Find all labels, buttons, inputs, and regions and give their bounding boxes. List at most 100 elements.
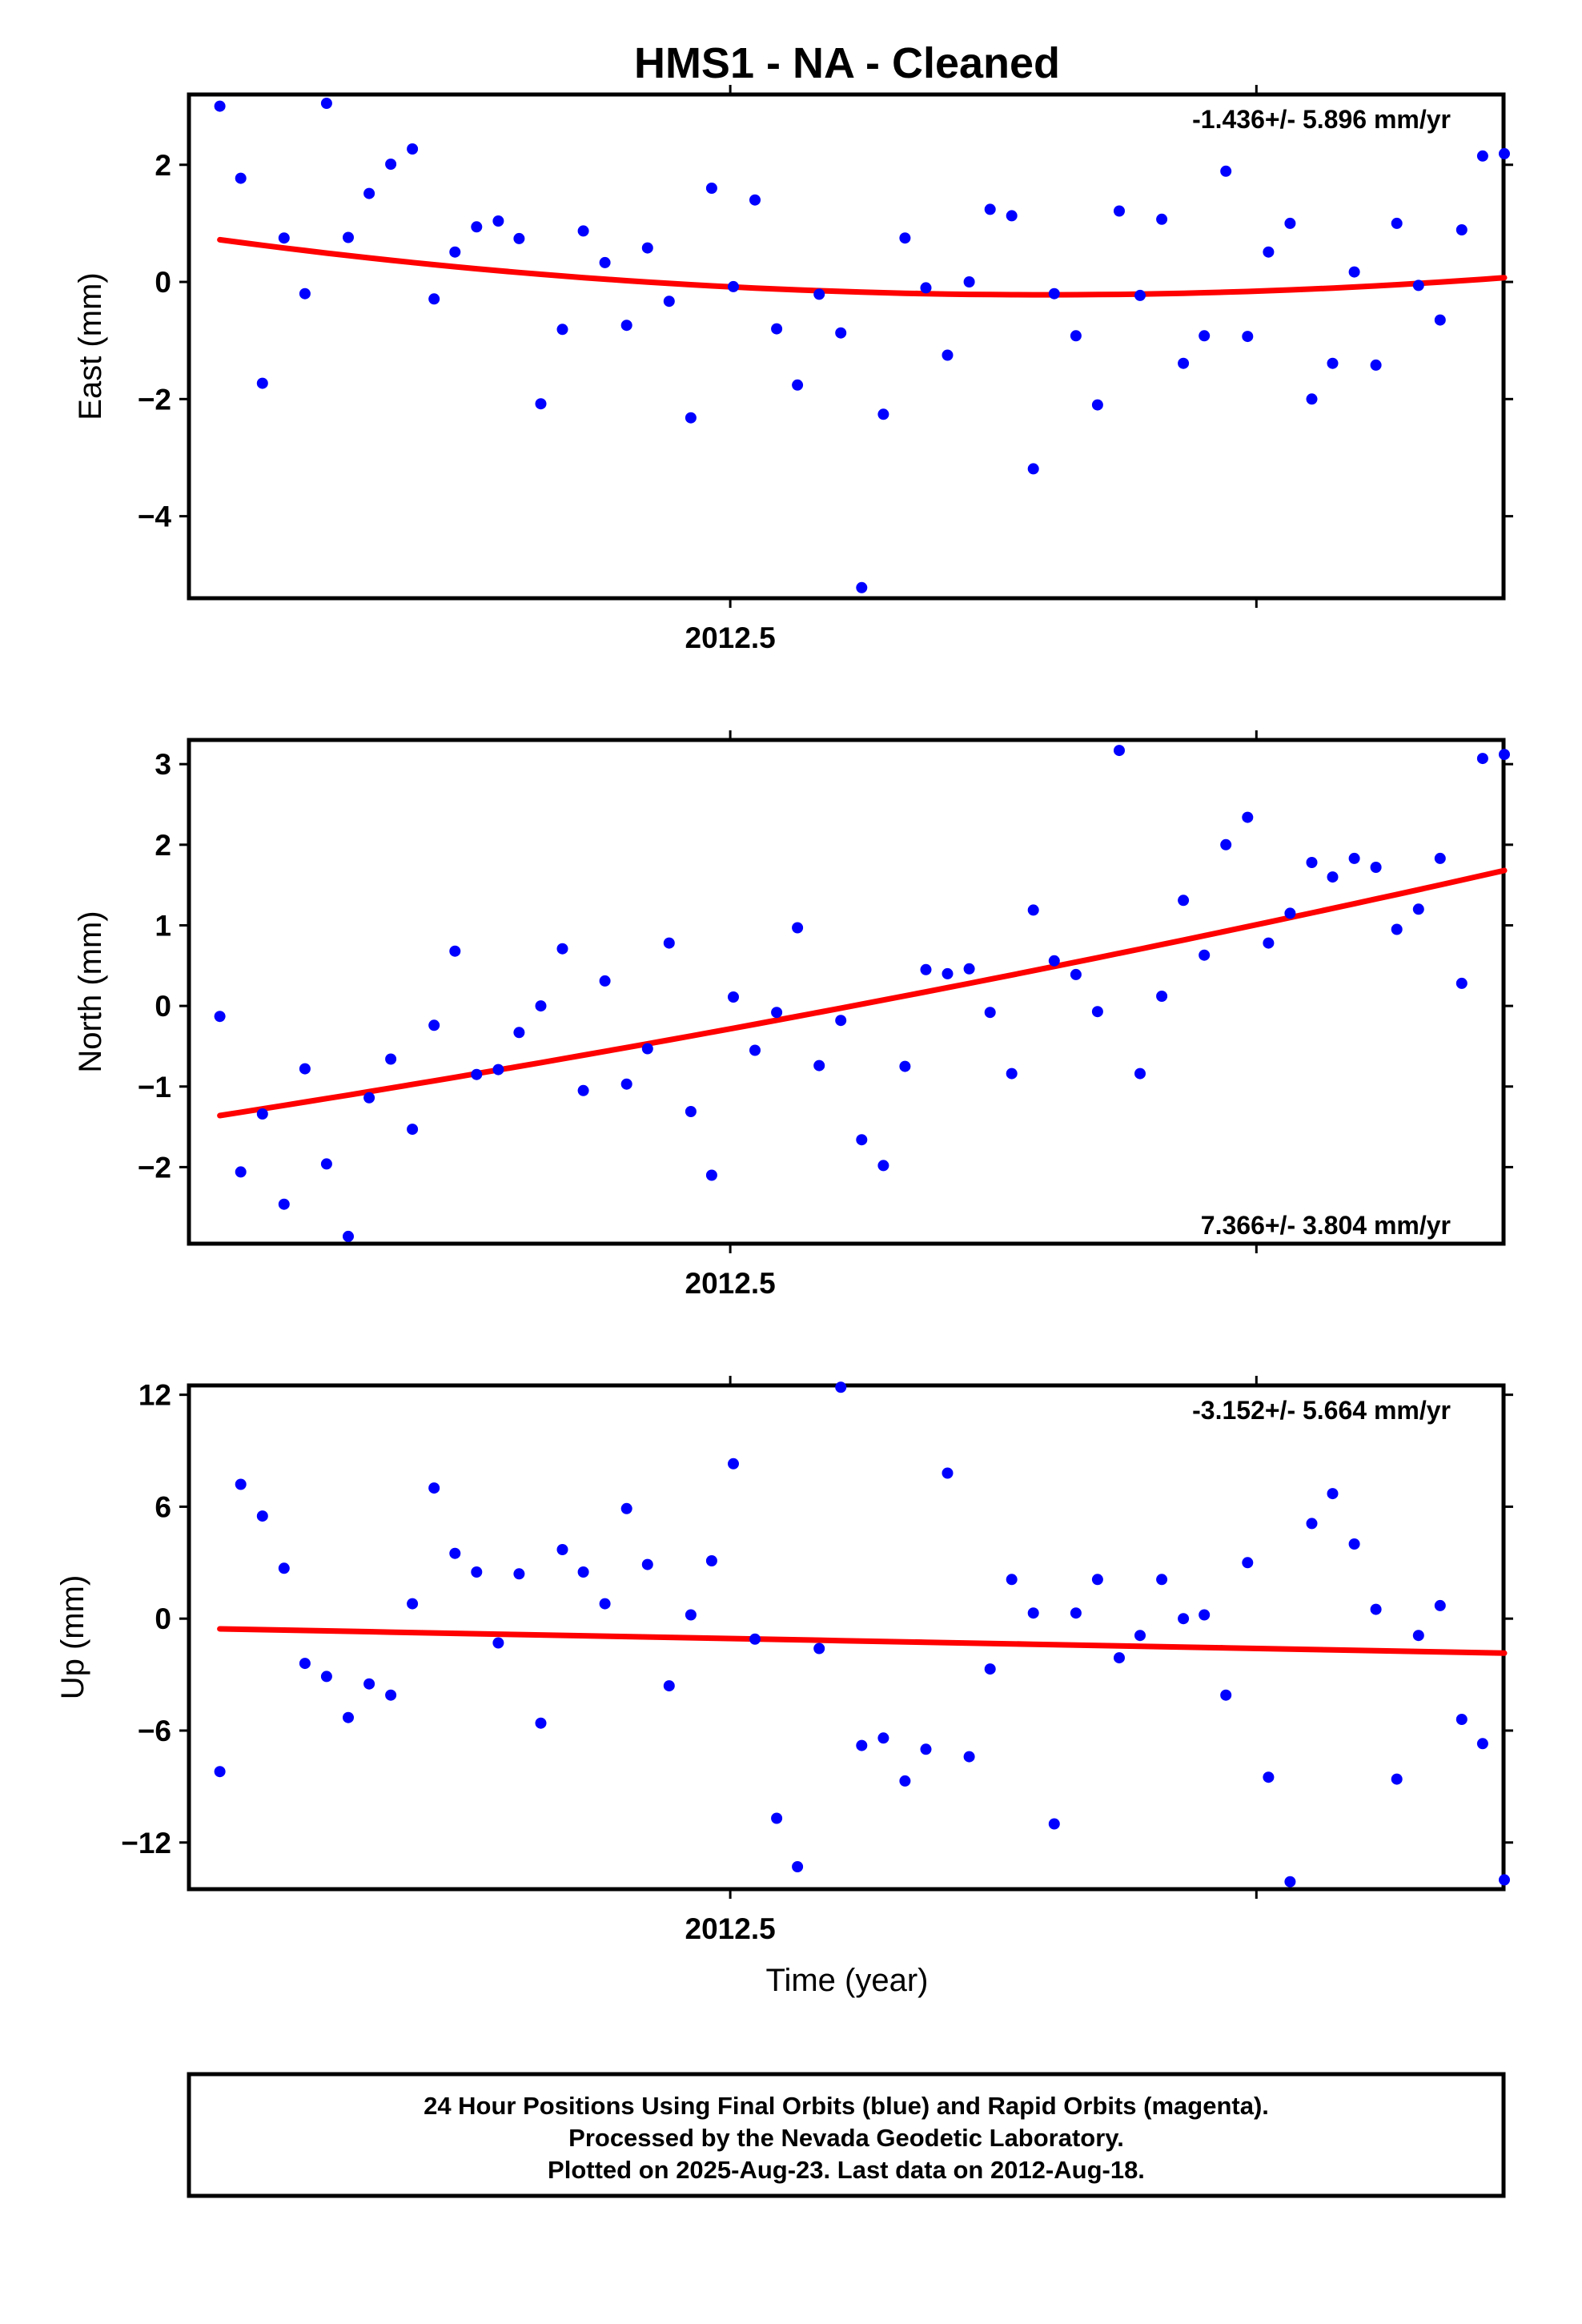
up-data-point bbox=[343, 1711, 354, 1723]
up-data-point bbox=[856, 1739, 868, 1751]
east-data-point bbox=[320, 98, 332, 109]
up-data-point bbox=[728, 1458, 739, 1470]
north-data-point bbox=[1027, 904, 1039, 916]
east-data-point bbox=[641, 242, 653, 254]
north-data-point bbox=[984, 1007, 996, 1019]
north-data-point bbox=[963, 963, 975, 975]
north-panel: 3 2 1 0 −1 −2 2012.5 North (mm) 7.366+/- 3.804 m… bbox=[73, 730, 1513, 1300]
north-data-point bbox=[771, 1007, 783, 1019]
north-data-point bbox=[1199, 949, 1211, 961]
north-data-point bbox=[685, 1106, 697, 1117]
east-data-point bbox=[663, 296, 675, 308]
north-data-point bbox=[663, 937, 675, 949]
north-data-point bbox=[877, 1160, 889, 1172]
north-data-point bbox=[1263, 937, 1275, 949]
up-ytick-label: 6 bbox=[155, 1490, 171, 1523]
east-ytick-label: 2 bbox=[155, 149, 171, 182]
north-data-point bbox=[299, 1063, 311, 1075]
up-data-point bbox=[1370, 1603, 1382, 1615]
east-data-point bbox=[214, 100, 226, 112]
up-data-point bbox=[363, 1678, 375, 1690]
east-data-point bbox=[877, 408, 889, 420]
up-data-point bbox=[1327, 1488, 1339, 1500]
east-data-point bbox=[1391, 217, 1403, 229]
east-fit-line bbox=[217, 236, 1508, 298]
east-data-point bbox=[856, 581, 868, 593]
north-data-point bbox=[1412, 903, 1424, 915]
north-data-point bbox=[1434, 852, 1446, 864]
east-data-point bbox=[1434, 314, 1446, 326]
north-data-point bbox=[535, 1000, 547, 1012]
north-data-point bbox=[1306, 857, 1318, 868]
north-data-point bbox=[620, 1078, 632, 1090]
east-ytick-label: 0 bbox=[155, 266, 171, 299]
east-data-point bbox=[1199, 330, 1211, 342]
north-data-point bbox=[1134, 1068, 1146, 1080]
up-data-point bbox=[256, 1510, 268, 1522]
east-data-point bbox=[1006, 210, 1018, 222]
east-data-point bbox=[771, 323, 783, 335]
east-data-point bbox=[1263, 246, 1275, 258]
east-panel: 2 0 −2 −4 2012.5 East (mm) -1.436+/- 5.896 mm/… bbox=[73, 85, 1513, 654]
up-data-point bbox=[407, 1598, 419, 1610]
east-rate-label: -1.436+/- 5.896 mm/yr bbox=[1192, 105, 1451, 134]
east-data-point bbox=[235, 172, 247, 184]
north-data-point bbox=[1156, 991, 1168, 1002]
north-data-point bbox=[1476, 753, 1488, 765]
north-xtick-label: 2012.5 bbox=[685, 1267, 776, 1300]
east-data-point bbox=[920, 282, 932, 294]
north-data-point bbox=[1499, 749, 1510, 761]
east-data-point bbox=[599, 256, 611, 268]
north-data-point bbox=[1327, 871, 1339, 883]
up-ytick-label: 0 bbox=[155, 1602, 171, 1635]
north-ytick-label: 2 bbox=[155, 829, 171, 862]
footer-line-1: 24 Hour Positions Using Final Orbits (bl… bbox=[424, 2092, 1269, 2120]
up-data-point bbox=[449, 1547, 461, 1559]
north-ytick-label: 0 bbox=[155, 990, 171, 1023]
up-data-point bbox=[749, 1633, 761, 1645]
up-data-point bbox=[1263, 1771, 1275, 1783]
up-data-point bbox=[1220, 1689, 1232, 1701]
east-data-point bbox=[1348, 266, 1360, 278]
north-data-point bbox=[1220, 838, 1232, 850]
north-data-point bbox=[1284, 907, 1296, 919]
up-data-point bbox=[1178, 1613, 1190, 1625]
east-data-point bbox=[1284, 217, 1296, 229]
up-data-point bbox=[899, 1775, 911, 1787]
north-plot-frame bbox=[187, 738, 1506, 1246]
north-rate-label: 7.366+/- 3.804 mm/yr bbox=[1201, 1211, 1451, 1240]
north-data-point bbox=[1178, 895, 1190, 907]
up-plot-frame bbox=[187, 1383, 1506, 1892]
north-data-point bbox=[920, 963, 932, 975]
up-data-point bbox=[771, 1812, 783, 1824]
north-data-point bbox=[513, 1027, 525, 1039]
east-ytick-label: −4 bbox=[138, 501, 172, 533]
east-data-point bbox=[1327, 357, 1339, 369]
north-data-point bbox=[856, 1134, 868, 1146]
north-data-point bbox=[343, 1230, 354, 1242]
east-data-point bbox=[471, 221, 483, 233]
up-ytick-label: −12 bbox=[121, 1827, 171, 1860]
east-xtick-label: 2012.5 bbox=[685, 621, 776, 654]
east-data-point bbox=[385, 159, 397, 170]
north-data-point bbox=[278, 1198, 290, 1210]
x-axis-label: Time (year) bbox=[766, 1963, 929, 1998]
east-data-point bbox=[749, 194, 761, 206]
up-data-point bbox=[877, 1732, 889, 1744]
north-data-point bbox=[256, 1108, 268, 1120]
east-data-point bbox=[1156, 213, 1168, 225]
east-data-point bbox=[1499, 147, 1510, 159]
east-data-point bbox=[577, 225, 589, 237]
up-data-point bbox=[214, 1766, 226, 1778]
up-data-point bbox=[492, 1637, 504, 1649]
up-data-point bbox=[641, 1558, 653, 1570]
north-data-point bbox=[813, 1059, 825, 1072]
east-data-point bbox=[1476, 150, 1488, 162]
north-data-point bbox=[235, 1166, 247, 1178]
north-data-point bbox=[577, 1084, 589, 1096]
east-data-point bbox=[492, 215, 504, 227]
up-data-point bbox=[1476, 1738, 1488, 1750]
east-data-point bbox=[1114, 205, 1125, 217]
north-data-point bbox=[1114, 745, 1125, 757]
